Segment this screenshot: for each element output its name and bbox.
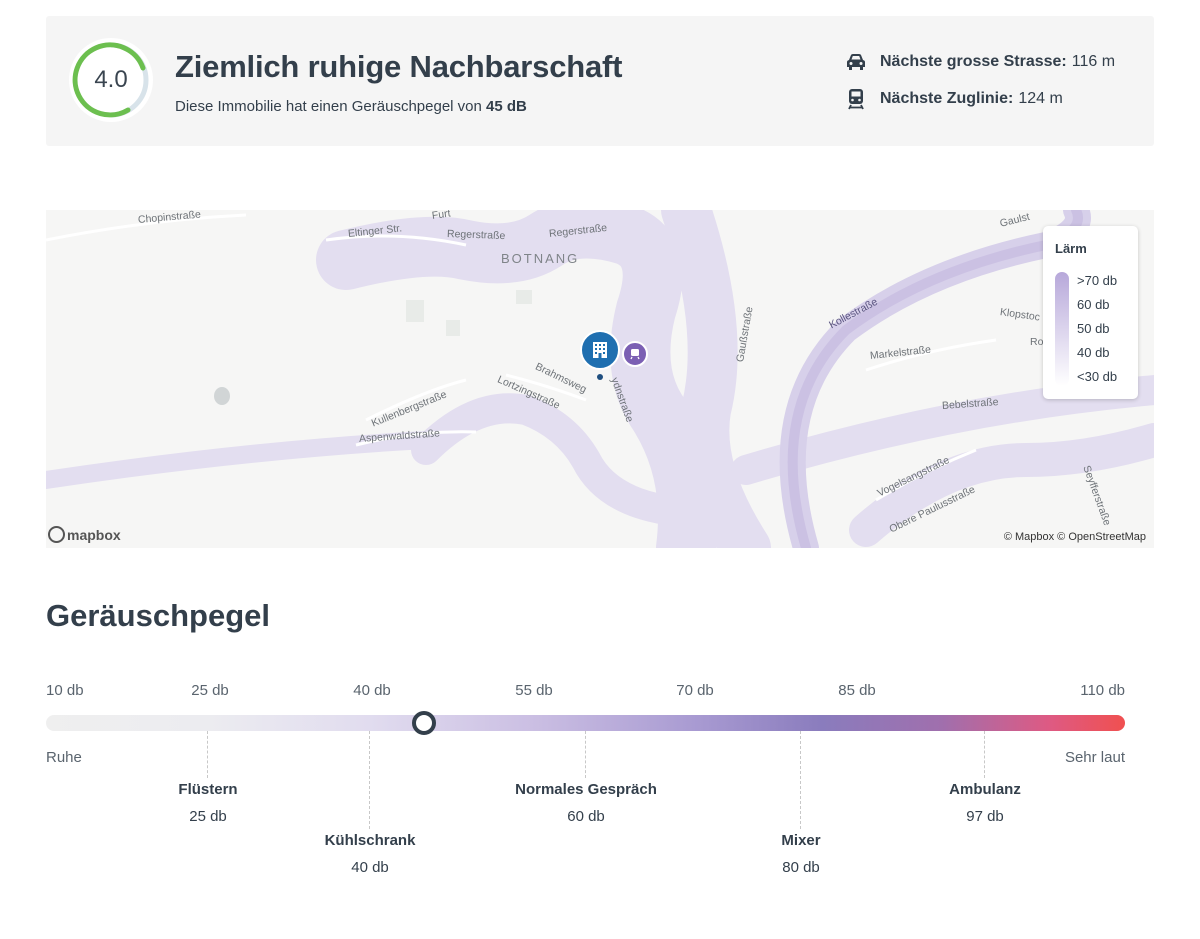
- current-noise-indicator: [412, 711, 436, 735]
- mapbox-logo[interactable]: mapbox: [48, 526, 121, 543]
- noise-level-text: Diese Immobilie hat einen Geräuschpegel …: [175, 98, 482, 115]
- street-label: Regerstraße: [446, 228, 506, 243]
- legend-title: Lärm: [1055, 241, 1087, 256]
- noise-scale-bar: [46, 715, 1125, 731]
- page-title: Ziemlich ruhige Nachbarschaft: [175, 49, 623, 84]
- train-icon: [630, 349, 640, 360]
- marker-line: [984, 731, 985, 778]
- noise-level-value: 45 dB: [486, 98, 527, 115]
- property-location-dot: [597, 374, 603, 380]
- street-label: Ro: [1030, 336, 1044, 348]
- scale-tick-label: 110 db: [1080, 682, 1125, 699]
- scale-tick-label: 55 db: [515, 682, 553, 699]
- legend-item: 60 db: [1077, 297, 1110, 312]
- scale-tick-label: 25 db: [191, 682, 229, 699]
- score-ring-icon: [69, 38, 153, 122]
- district-label: BOTNANG: [501, 251, 580, 266]
- marker-value: 40 db: [351, 859, 389, 876]
- train-station-pin[interactable]: [622, 341, 648, 367]
- nearest-rail-label: Nächste Zuglinie:: [880, 90, 1014, 107]
- nearest-road-label: Nächste grosse Strasse:: [880, 53, 1067, 70]
- marker-name: Kühlschrank: [324, 832, 416, 849]
- marker-line: [585, 731, 586, 778]
- noise-level-summary: Diese Immobilie hat einen Geräuschpegel …: [175, 98, 527, 115]
- quiet-label: Ruhe: [46, 749, 82, 766]
- marker-value: 80 db: [782, 859, 820, 876]
- scale-tick-label: 70 db: [676, 682, 714, 699]
- marker-line: [207, 731, 208, 778]
- map-attribution[interactable]: © Mapbox © OpenStreetMap: [1003, 531, 1146, 543]
- scale-tick-label: 85 db: [838, 682, 876, 699]
- score-gauge: 4.0: [68, 37, 154, 123]
- noise-summary-card: 4.0 Ziemlich ruhige Nachbarschaft Diese …: [46, 16, 1154, 146]
- legend-gradient: [1055, 272, 1069, 386]
- scale-tick-label: 10 db: [46, 682, 84, 699]
- loud-label: Sehr laut: [1064, 749, 1125, 766]
- section-title: Geräuschpegel: [46, 598, 270, 633]
- mapbox-logo-text: mapbox: [67, 526, 121, 543]
- legend-item: >70 db: [1077, 273, 1118, 288]
- marker-value: 60 db: [567, 808, 605, 825]
- mapbox-logo-icon: [48, 526, 65, 543]
- score-value: 4.0: [94, 66, 128, 93]
- marker-name: Mixer: [781, 832, 821, 849]
- marker-value: 97 db: [966, 808, 1004, 825]
- marker-value: 25 db: [189, 808, 227, 825]
- nearest-road-distance: 116 m: [1071, 53, 1116, 70]
- marker-name: Flüstern: [178, 781, 238, 798]
- marker-line: [369, 731, 370, 829]
- legend-item: 40 db: [1077, 345, 1110, 360]
- legend-item: 50 db: [1077, 321, 1110, 336]
- car-icon: [846, 51, 866, 73]
- train-icon: [846, 88, 866, 110]
- noise-map[interactable]: BOTNANG Chopinstraße Eltinger Str. Furt …: [46, 210, 1154, 548]
- nearest-rail: Nächste Zuglinie: 124 m: [846, 88, 1063, 110]
- building-icon: [593, 342, 607, 358]
- legend-item: <30 db: [1077, 369, 1118, 384]
- marker-line: [800, 731, 801, 829]
- property-pin[interactable]: [580, 330, 620, 370]
- scale-tick-label: 40 db: [353, 682, 391, 699]
- marker-name: Ambulanz: [949, 781, 1021, 798]
- nearest-road: Nächste grosse Strasse: 116 m: [846, 51, 1115, 73]
- nearest-rail-distance: 124 m: [1018, 90, 1063, 107]
- noise-legend: Lärm >70 db 60 db 50 db 40 db <30 db: [1043, 226, 1138, 399]
- marker-name: Normales Gespräch: [515, 781, 657, 798]
